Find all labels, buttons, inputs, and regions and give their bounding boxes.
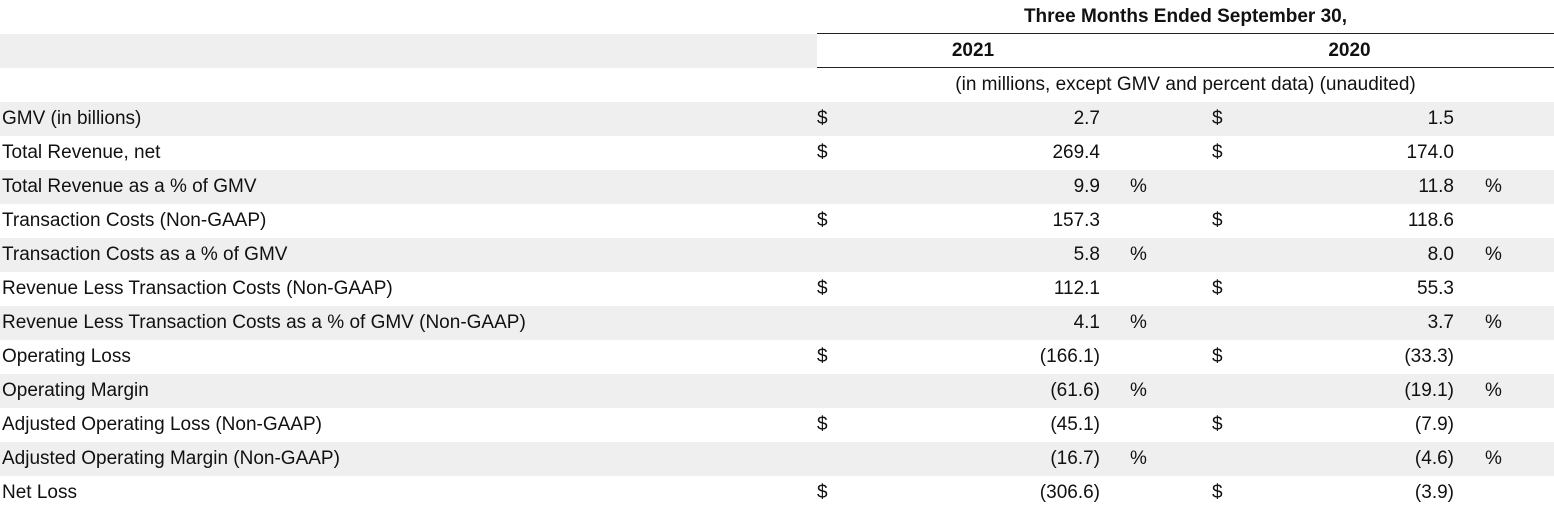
table-row: Adjusted Operating Loss (Non-GAAP) $ (45… xyxy=(0,408,1554,442)
row-label: Total Revenue as a % of GMV xyxy=(2,176,257,197)
percent-sign-2020: % xyxy=(1485,448,1502,469)
value-2021: (61.6) xyxy=(1050,380,1100,401)
currency-symbol-2021: $ xyxy=(817,482,828,503)
value-2020: 118.6 xyxy=(1407,210,1454,231)
row-label: Transaction Costs (Non-GAAP) xyxy=(2,210,267,231)
currency-symbol-2021: $ xyxy=(817,414,828,435)
value-2021: 5.8 xyxy=(1073,244,1100,265)
table-row: Net Loss $ (306.6) $ (3.9) xyxy=(0,476,1554,510)
percent-sign-2020: % xyxy=(1485,244,1502,265)
value-2020: 174.0 xyxy=(1406,142,1454,163)
table-row: Revenue Less Transaction Costs as a % of… xyxy=(0,306,1554,340)
value-2021: (166.1) xyxy=(1039,346,1100,367)
value-2021: 269.4 xyxy=(1052,142,1100,163)
period-header: Three Months Ended September 30, xyxy=(1023,6,1348,27)
row-label: Transaction Costs as a % of GMV xyxy=(2,244,288,265)
header-row-years xyxy=(0,34,817,68)
year-header-2021: 2021 xyxy=(951,40,995,61)
year-header-underline xyxy=(817,67,1554,68)
currency-symbol-2020: $ xyxy=(1212,108,1223,129)
percent-sign-2021: % xyxy=(1130,244,1147,265)
currency-symbol-2020: $ xyxy=(1212,278,1223,299)
table-row: Adjusted Operating Margin (Non-GAAP) (16… xyxy=(0,442,1554,476)
value-2020: 3.7 xyxy=(1427,312,1454,333)
currency-symbol-2021: $ xyxy=(817,210,828,231)
percent-sign-2020: % xyxy=(1485,380,1502,401)
table-row: GMV (in billions) $ 2.7 $ 1.5 xyxy=(0,102,1554,136)
percent-sign-2021: % xyxy=(1130,312,1147,333)
row-label: Revenue Less Transaction Costs as a % of… xyxy=(2,312,526,333)
table-row: Operating Loss $ (166.1) $ (33.3) xyxy=(0,340,1554,374)
value-2020: 55.3 xyxy=(1417,278,1454,299)
row-label: Adjusted Operating Margin (Non-GAAP) xyxy=(2,448,340,469)
percent-sign-2021: % xyxy=(1130,176,1147,197)
percent-sign-2021: % xyxy=(1130,380,1147,401)
value-2021: 4.1 xyxy=(1073,312,1100,333)
table-row: Revenue Less Transaction Costs (Non-GAAP… xyxy=(0,272,1554,306)
percent-sign-2021: % xyxy=(1130,448,1147,469)
table-row: Total Revenue as a % of GMV 9.9 % 11.8 % xyxy=(0,170,1554,204)
row-label: Total Revenue, net xyxy=(2,142,161,163)
table-row: Transaction Costs (Non-GAAP) $ 157.3 $ 1… xyxy=(0,204,1554,238)
units-note: (in millions, except GMV and percent dat… xyxy=(955,74,1416,95)
value-2021: 2.7 xyxy=(1073,108,1100,129)
currency-symbol-2020: $ xyxy=(1212,142,1223,163)
row-label: Operating Margin xyxy=(2,380,149,401)
currency-symbol-2021: $ xyxy=(817,108,828,129)
table-row: Operating Margin (61.6) % (19.1) % xyxy=(0,374,1554,408)
row-label: Operating Loss xyxy=(2,346,131,367)
percent-sign-2020: % xyxy=(1485,176,1502,197)
row-label: Adjusted Operating Loss (Non-GAAP) xyxy=(2,414,322,435)
percent-sign-2020: % xyxy=(1485,312,1502,333)
period-header-underline xyxy=(817,33,1554,34)
row-label: Revenue Less Transaction Costs (Non-GAAP… xyxy=(2,278,393,299)
currency-symbol-2021: $ xyxy=(817,142,828,163)
value-2020: 11.8 xyxy=(1418,176,1454,197)
value-2021: (45.1) xyxy=(1050,414,1100,435)
table-row: Transaction Costs as a % of GMV 5.8 % 8.… xyxy=(0,238,1554,272)
header-row-period: Three Months Ended September 30, xyxy=(0,0,1554,34)
value-2020: 8.0 xyxy=(1427,244,1454,265)
row-label: Net Loss xyxy=(2,482,77,503)
value-2021: 112.1 xyxy=(1053,278,1100,299)
value-2020: (7.9) xyxy=(1414,414,1454,435)
currency-symbol-2020: $ xyxy=(1212,210,1223,231)
header-row-years-cells: 2021 2020 xyxy=(0,34,1554,68)
value-2021: (16.7) xyxy=(1050,448,1100,469)
currency-symbol-2021: $ xyxy=(817,278,828,299)
currency-symbol-2021: $ xyxy=(817,346,828,367)
value-2020: (3.9) xyxy=(1414,482,1454,503)
year-header-2020: 2020 xyxy=(1328,40,1371,61)
header-row-units: (in millions, except GMV and percent dat… xyxy=(0,68,1554,102)
row-label: GMV (in billions) xyxy=(2,108,142,129)
value-2020: (33.3) xyxy=(1404,346,1454,367)
value-2021: 9.9 xyxy=(1073,176,1100,197)
value-2021: 157.3 xyxy=(1052,210,1100,231)
value-2021: (306.6) xyxy=(1039,482,1100,503)
value-2020: 1.5 xyxy=(1427,108,1454,129)
value-2020: (19.1) xyxy=(1404,380,1454,401)
currency-symbol-2020: $ xyxy=(1212,414,1223,435)
value-2020: (4.6) xyxy=(1414,448,1454,469)
currency-symbol-2020: $ xyxy=(1212,482,1223,503)
currency-symbol-2020: $ xyxy=(1212,346,1223,367)
table-row: Total Revenue, net $ 269.4 $ 174.0 xyxy=(0,136,1554,170)
